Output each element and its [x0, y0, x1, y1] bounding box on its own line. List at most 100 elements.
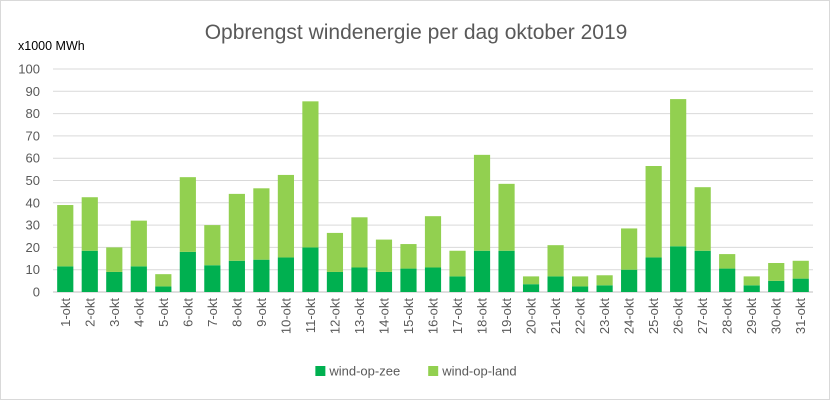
bar-wind-op-zee-7-okt — [204, 265, 221, 292]
bar-wind-op-zee-25-okt — [645, 257, 662, 292]
x-tick-label: 15-okt — [401, 298, 416, 335]
bar-wind-op-land-29-okt — [743, 276, 760, 286]
x-tick-label: 7-okt — [205, 298, 220, 327]
bar-wind-op-zee-19-okt — [498, 250, 515, 292]
bar-wind-op-zee-20-okt — [522, 284, 540, 292]
bar-wind-op-land-12-okt — [326, 232, 344, 272]
bar-wind-op-land-4-okt — [130, 220, 147, 267]
y-tick-label: 60 — [26, 151, 40, 166]
bar-wind-op-zee-22-okt — [572, 286, 589, 292]
bar-wind-op-zee-3-okt — [106, 271, 123, 292]
x-tick-label: 29-okt — [744, 298, 759, 335]
x-tick-label: 24-okt — [622, 298, 637, 335]
legend-label: wind-op-zee — [328, 364, 400, 379]
y-axis-ticks: 0 10 20 30 40 50 60 70 80 90 100 — [18, 62, 40, 300]
bar-wind-op-land-2-okt — [81, 197, 98, 251]
bar-wind-op-zee-11-okt — [302, 247, 319, 292]
y-tick-label: 0 — [33, 285, 40, 300]
bar-wind-op-land-27-okt — [694, 187, 711, 251]
x-tick-label: 5-okt — [156, 298, 171, 327]
bar-wind-op-land-11-okt — [302, 101, 319, 248]
y-tick-label: 100 — [18, 62, 40, 77]
x-tick-label: 9-okt — [254, 298, 269, 327]
bar-wind-op-zee-6-okt — [179, 251, 196, 292]
bar-wind-op-land-19-okt — [498, 183, 515, 251]
bar-wind-op-land-10-okt — [277, 174, 294, 258]
bar-wind-op-zee-9-okt — [253, 259, 270, 292]
bar-wind-op-land-3-okt — [106, 247, 123, 272]
legend-label: wind-op-land — [441, 364, 516, 379]
x-tick-label: 6-okt — [180, 298, 195, 327]
bar-wind-op-land-31-okt — [792, 260, 809, 279]
bar-wind-op-land-17-okt — [449, 250, 466, 277]
bar-wind-op-land-15-okt — [400, 244, 417, 269]
x-tick-label: 10-okt — [278, 298, 293, 335]
x-tick-label: 22-okt — [573, 298, 588, 335]
bar-wind-op-zee-24-okt — [621, 269, 638, 292]
y-tick-label: 80 — [26, 106, 40, 121]
bar-wind-op-zee-31-okt — [792, 278, 809, 292]
x-tick-label: 26-okt — [671, 298, 686, 335]
bar-wind-op-zee-8-okt — [228, 260, 245, 292]
bar-wind-op-zee-27-okt — [694, 250, 711, 292]
x-tick-label: 17-okt — [450, 298, 465, 335]
bar-wind-op-land-28-okt — [719, 254, 736, 269]
x-tick-label: 31-okt — [793, 298, 808, 335]
bar-wind-op-land-22-okt — [572, 276, 589, 287]
chart-title: Opbrengst windenergie per dag oktober 20… — [205, 21, 628, 44]
legend-swatch — [315, 366, 326, 376]
x-tick-label: 14-okt — [376, 298, 391, 335]
bar-wind-op-land-20-okt — [522, 276, 540, 285]
bars — [57, 99, 809, 292]
bar-wind-op-zee-5-okt — [155, 286, 172, 292]
bar-wind-op-land-5-okt — [155, 274, 172, 287]
legend-swatch — [428, 366, 439, 376]
y-tick-label: 30 — [26, 218, 40, 233]
bar-wind-op-zee-28-okt — [719, 268, 736, 292]
y-tick-label: 10 — [26, 262, 40, 277]
x-tick-label: 3-okt — [107, 298, 122, 327]
x-tick-label: 11-okt — [303, 298, 318, 334]
x-tick-label: 27-okt — [695, 298, 710, 335]
bar-wind-op-zee-21-okt — [547, 276, 564, 292]
x-tick-label: 12-okt — [327, 298, 342, 335]
x-axis-ticks: 1-okt 2-okt 3-okt 4-okt 5-okt 6-okt 7-okt 8-okt… — [58, 298, 808, 335]
bar-wind-op-land-26-okt — [670, 99, 687, 247]
y-tick-label: 50 — [26, 173, 40, 188]
bar-wind-op-zee-29-okt — [743, 285, 760, 292]
legend: wind-op-zee wind-op-land — [315, 364, 517, 379]
bar-wind-op-land-13-okt — [351, 217, 368, 268]
bar-wind-op-zee-16-okt — [424, 267, 442, 292]
y-tick-label: 20 — [26, 240, 40, 255]
legend-item-wind-op-land: wind-op-land — [428, 364, 517, 379]
x-tick-label: 18-okt — [475, 298, 490, 335]
x-tick-label: 16-okt — [426, 298, 441, 335]
x-tick-label: 20-okt — [524, 298, 539, 335]
x-tick-label: 21-okt — [548, 298, 563, 335]
bar-wind-op-land-14-okt — [375, 239, 393, 272]
bar-wind-op-zee-26-okt — [670, 246, 687, 292]
x-tick-label: 13-okt — [352, 298, 367, 335]
bar-wind-op-zee-30-okt — [768, 280, 785, 292]
bar-wind-op-land-16-okt — [424, 216, 442, 268]
bar-wind-op-land-1-okt — [57, 205, 74, 267]
legend-item-wind-op-zee: wind-op-zee — [315, 364, 400, 379]
bar-wind-op-land-8-okt — [228, 193, 245, 261]
bar-wind-op-zee-2-okt — [81, 250, 98, 292]
bar-wind-op-zee-17-okt — [449, 276, 466, 292]
x-tick-label: 19-okt — [499, 298, 514, 335]
bar-wind-op-zee-1-okt — [57, 266, 74, 292]
y-tick-label: 90 — [26, 84, 40, 99]
y-axis-unit-label: x1000 MWh — [18, 39, 85, 53]
bar-wind-op-land-9-okt — [253, 188, 270, 260]
bar-wind-op-land-6-okt — [179, 177, 196, 252]
bar-wind-op-land-30-okt — [768, 263, 785, 281]
bar-wind-op-zee-15-okt — [400, 268, 417, 292]
bar-wind-op-zee-10-okt — [277, 257, 294, 292]
bar-wind-op-zee-14-okt — [375, 271, 393, 292]
x-tick-label: 8-okt — [229, 298, 244, 327]
y-tick-label: 40 — [26, 195, 40, 210]
bar-wind-op-land-21-okt — [547, 245, 564, 277]
